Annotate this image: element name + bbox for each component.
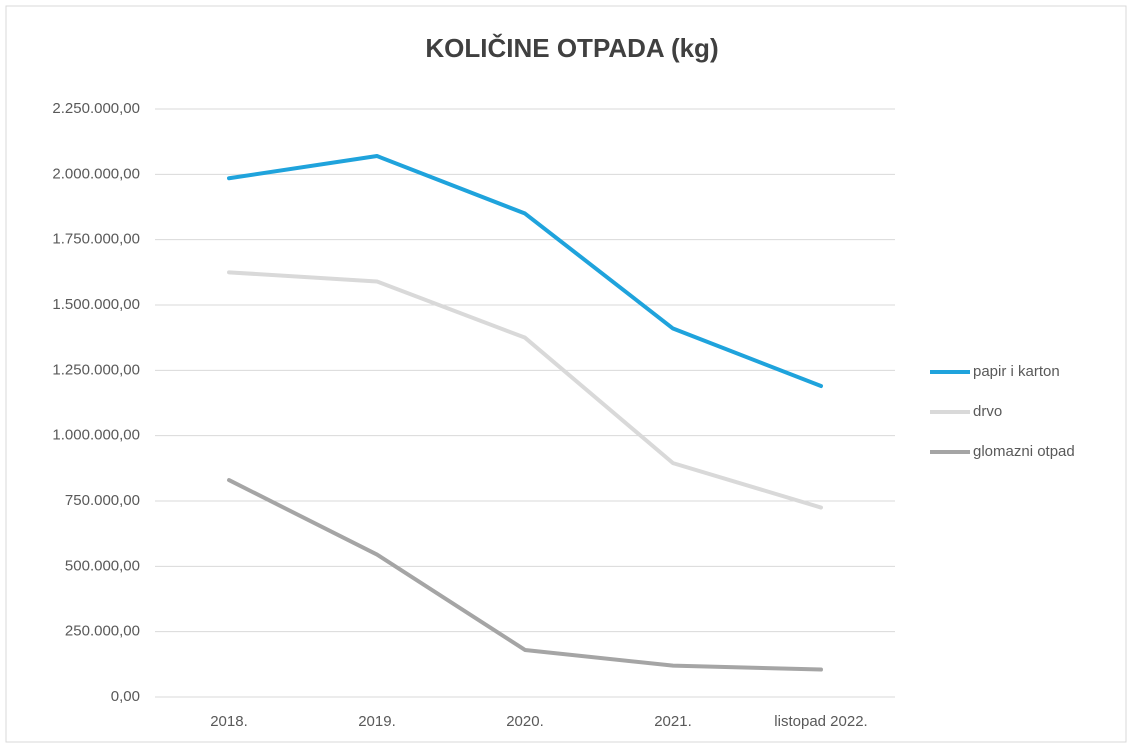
series-line: [227, 154, 823, 389]
x-tick-label: 2020.: [506, 713, 544, 730]
x-tick-label: listopad 2022.: [774, 713, 867, 730]
legend-label: papir i karton: [973, 363, 1060, 380]
legend-label: drvo: [973, 403, 1002, 420]
series-line: [227, 270, 823, 510]
y-tick-label: 250.000,00: [65, 623, 140, 640]
y-tick-label: 1.250.000,00: [52, 361, 140, 378]
y-tick-label: 2.000.000,00: [52, 165, 140, 182]
series-line: [227, 478, 823, 672]
legend-label: glomazni otpad: [973, 443, 1075, 460]
y-tick-label: 2.250.000,00: [52, 100, 140, 117]
y-tick-label: 1.750.000,00: [52, 231, 140, 248]
x-tick-label: 2021.: [654, 713, 692, 730]
y-tick-label: 0,00: [111, 688, 140, 705]
y-tick-label: 1.000.000,00: [52, 427, 140, 444]
y-tick-label: 1.500.000,00: [52, 296, 140, 313]
x-tick-label: 2018.: [210, 713, 248, 730]
x-tick-label: 2019.: [358, 713, 396, 730]
y-tick-label: 750.000,00: [65, 492, 140, 509]
y-tick-label: 500.000,00: [65, 557, 140, 574]
chart-title: KOLIČINE OTPADA (kg): [425, 33, 718, 63]
